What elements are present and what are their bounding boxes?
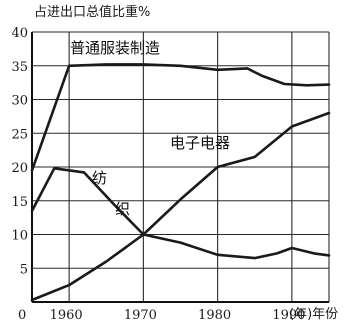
x-origin-label: 0 — [18, 308, 26, 323]
y-tick-label-20: 20 — [11, 161, 28, 176]
y-tick-label-30: 30 — [11, 94, 28, 109]
series-line-clothing — [30, 63, 331, 172]
y-tick-label-15: 15 — [11, 195, 28, 210]
y-tick-label-25: 25 — [11, 127, 28, 142]
x-axis-label: (年)年份 — [289, 307, 338, 322]
y-tick-label-40: 40 — [11, 26, 28, 41]
y-tick-label-35: 35 — [11, 60, 28, 75]
y-tick-label-5: 5 — [20, 262, 28, 277]
series-lines — [30, 63, 331, 302]
series-label-electronics: 电子电器 — [170, 134, 230, 152]
series-line-textile — [30, 167, 331, 260]
grid — [32, 31, 330, 302]
x-tick-label-1970: 1970 — [124, 308, 157, 323]
series-label-textile-1: 纺 — [92, 169, 107, 187]
y-axis-label: 占进出口总值比重% — [34, 4, 150, 20]
series-label-textile-2: 织 — [115, 200, 130, 218]
x-tick-label-1990: 1990 — [272, 308, 305, 323]
series-line-electronics — [30, 111, 331, 302]
x-tick-label-1960: 1960 — [50, 308, 83, 323]
x-tick-label-1980: 1980 — [198, 308, 231, 323]
series-label-clothing: 普通服装制造 — [70, 39, 160, 57]
y-tick-label-10: 10 — [11, 229, 28, 244]
tick-labels: 5 10 15 20 25 30 35 40 0 1960 1970 1980 1990 — [11, 26, 305, 323]
